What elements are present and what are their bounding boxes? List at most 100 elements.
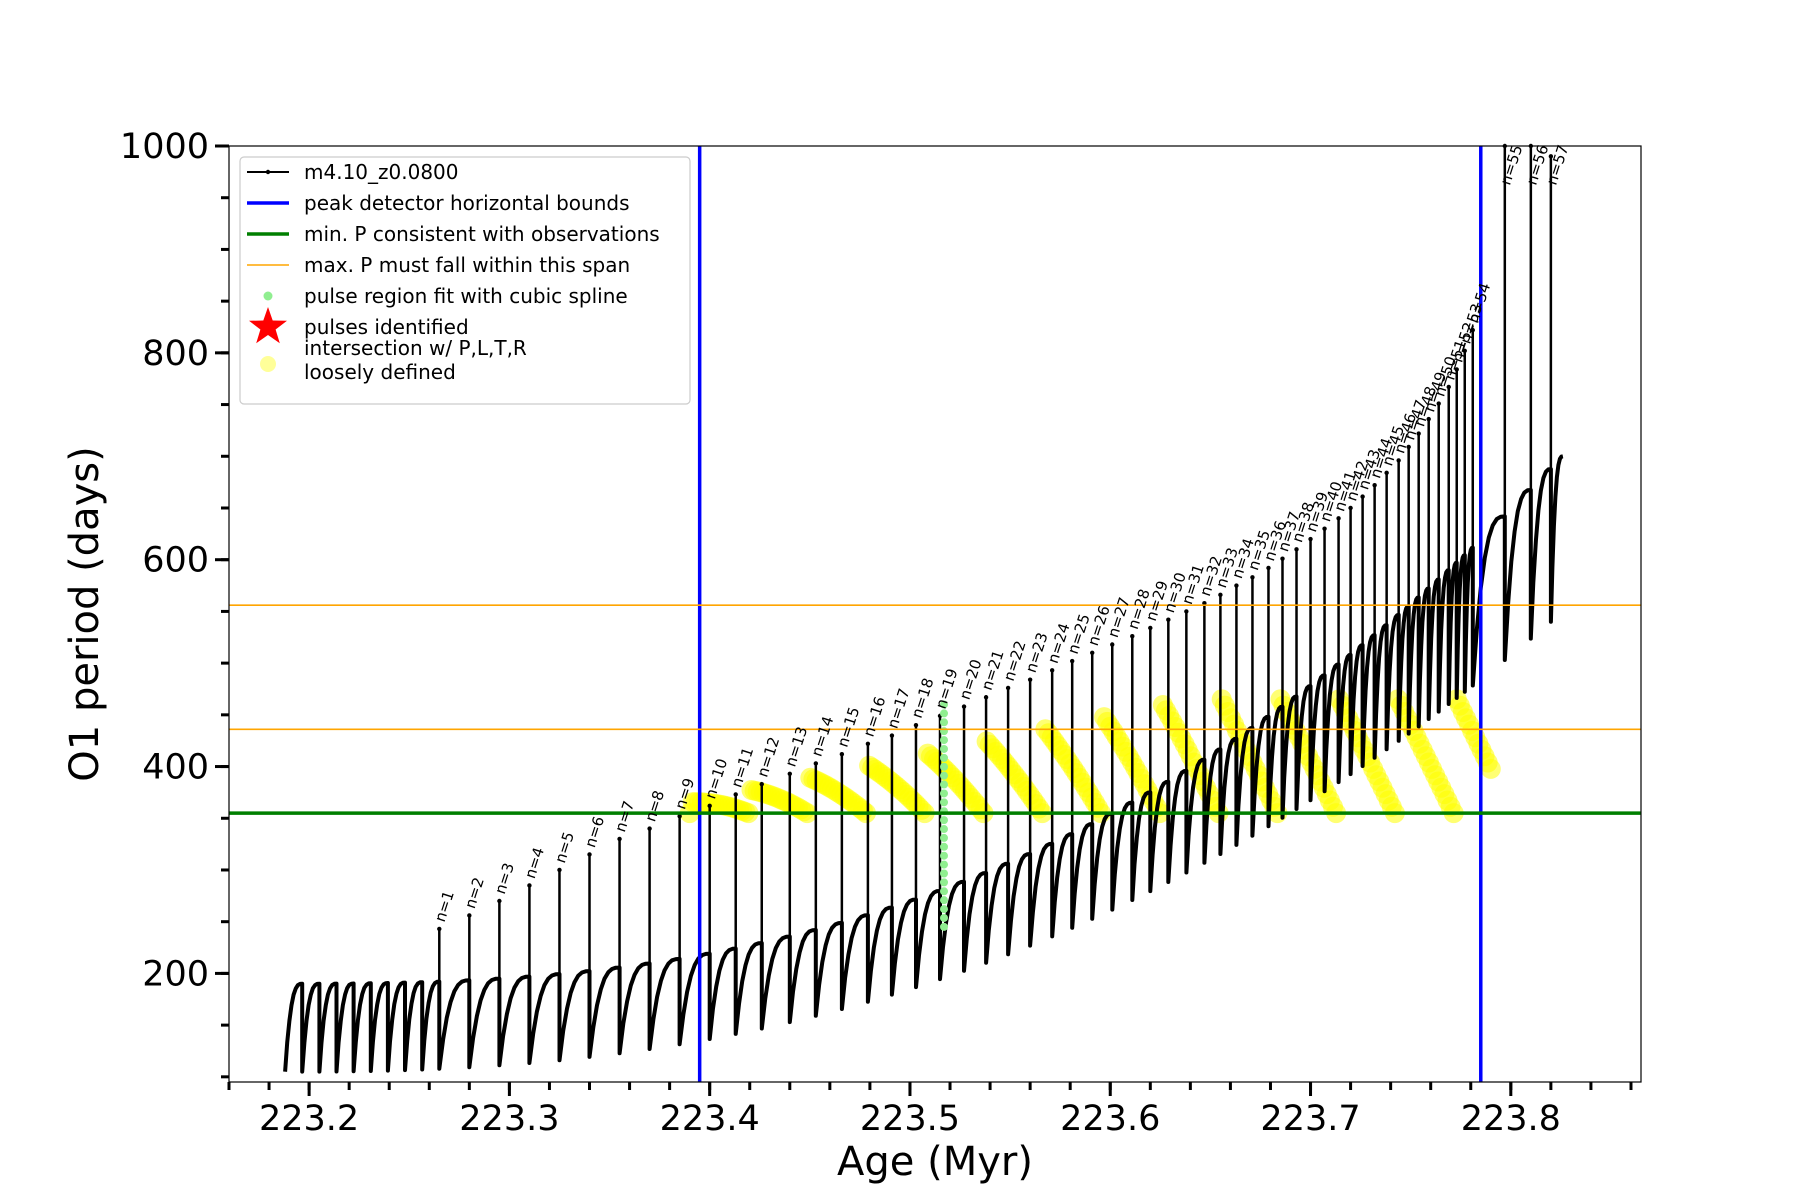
pulse-peak-marker bbox=[1184, 609, 1189, 614]
legend-label: pulse region fit with cubic spline bbox=[304, 284, 628, 308]
legend-label: pulses identified bbox=[304, 315, 469, 339]
spline-point bbox=[940, 842, 949, 851]
legend-label: peak detector horizontal bounds bbox=[304, 191, 630, 215]
pulse-peak-marker bbox=[1372, 483, 1377, 488]
pulse-peak-marker bbox=[961, 704, 967, 709]
pulse-peak-marker bbox=[1294, 547, 1299, 552]
pulse-peak-marker bbox=[437, 926, 442, 932]
y-tick-label: 600 bbox=[142, 541, 209, 581]
spline-point bbox=[940, 798, 949, 807]
spline-point bbox=[940, 727, 949, 736]
spline-point bbox=[940, 744, 949, 753]
x-tick-label: 223.7 bbox=[1260, 1099, 1360, 1139]
pulse-peak-marker bbox=[1446, 384, 1451, 390]
intersection-point bbox=[1480, 758, 1501, 779]
legend-box bbox=[239, 156, 691, 405]
pulse-peak-marker bbox=[677, 813, 682, 819]
reference-lines bbox=[229, 146, 1641, 1082]
pulse-peak-marker bbox=[1416, 431, 1421, 436]
pulse-spikes bbox=[437, 143, 1554, 1069]
pulse-peak-marker bbox=[1462, 348, 1467, 353]
pulse-peak-marker bbox=[787, 771, 792, 776]
pulse-peak-marker bbox=[813, 761, 819, 766]
y-tick-label: 400 bbox=[142, 748, 209, 788]
x-axis-label: Age (Myr) bbox=[837, 1139, 1033, 1185]
x-tick-label: 223.8 bbox=[1461, 1099, 1561, 1139]
pulse-peak-marker bbox=[1005, 685, 1011, 691]
spline-point bbox=[940, 896, 949, 905]
axes: 223.2 223.3 223.4 223.5 223.6 223.7 223.8 200 40… bbox=[120, 127, 1633, 1139]
pulse-peak-marker bbox=[1436, 401, 1441, 406]
legend-handle-dot bbox=[260, 356, 276, 372]
spline-point bbox=[940, 913, 949, 922]
pulse-peak-marker bbox=[1348, 505, 1353, 511]
spline-point bbox=[940, 833, 949, 842]
pulse-peak-marker bbox=[889, 733, 895, 738]
pulse-peak-marker bbox=[647, 826, 652, 831]
y-tick-label: 1000 bbox=[120, 127, 209, 167]
spline-point bbox=[940, 700, 949, 709]
legend-label: m4.10_z0.0800 bbox=[304, 160, 459, 184]
pulse-peak-marker bbox=[497, 898, 502, 904]
pulse-peak-marker bbox=[913, 722, 919, 728]
spline-point bbox=[940, 771, 949, 780]
pulse-peak-marker bbox=[733, 792, 738, 797]
pulse-peak-marker bbox=[617, 836, 622, 842]
spline-point bbox=[940, 762, 949, 771]
pulse-peak-marker bbox=[1470, 327, 1475, 333]
x-tick-label: 223.5 bbox=[860, 1099, 960, 1139]
pulse-labels: n=1 n=2 n=3 n=4 n=5 n=6 n=7 n=8 n=9 n=10n=11n=12n… bbox=[431, 143, 1572, 925]
spline-point bbox=[940, 789, 949, 798]
spline-point bbox=[940, 869, 949, 878]
spline-point bbox=[940, 851, 949, 860]
pulse-peak-marker bbox=[1049, 668, 1055, 673]
pulse-peak-marker bbox=[1166, 617, 1171, 622]
x-tick-label: 223.4 bbox=[660, 1099, 760, 1139]
pulse-peak-marker bbox=[557, 867, 562, 873]
spline-fit-points bbox=[940, 700, 949, 931]
star-icon bbox=[249, 307, 287, 344]
pulse-peak-marker bbox=[1090, 650, 1095, 655]
legend-label: max. P must fall within this span bbox=[304, 253, 630, 277]
pulse-peak-marker bbox=[1202, 600, 1207, 606]
pulse-peak-marker bbox=[1280, 556, 1285, 561]
spline-point bbox=[940, 860, 949, 869]
spline-point bbox=[940, 922, 949, 931]
legend-label-line2: loosely defined bbox=[304, 360, 456, 384]
pulse-peak-marker bbox=[1266, 565, 1271, 571]
x-tick-label: 223.2 bbox=[259, 1099, 359, 1139]
spline-point bbox=[940, 736, 949, 745]
pulse-peak-marker bbox=[1322, 526, 1327, 531]
legend-handle-marker bbox=[265, 169, 271, 175]
pulse-peak-marker bbox=[865, 741, 871, 746]
plot-frame bbox=[228, 145, 1642, 1083]
pulse-peak-marker bbox=[587, 852, 592, 857]
pulse-peak-marker bbox=[839, 751, 845, 757]
spline-point bbox=[940, 878, 949, 887]
spline-point bbox=[940, 753, 949, 762]
series-layer bbox=[283, 143, 1564, 1074]
spline-point bbox=[940, 816, 949, 825]
spline-point bbox=[940, 780, 949, 789]
pulse-peak-marker bbox=[759, 781, 764, 787]
pulse-peak-marker bbox=[1234, 583, 1239, 588]
legend-label: intersection w/ P,L,T,R bbox=[304, 336, 527, 360]
pulse-peak-marker bbox=[1110, 642, 1115, 647]
pulse-peak-marker bbox=[707, 803, 712, 809]
pulse-peak-marker bbox=[1308, 536, 1313, 542]
spline-point bbox=[940, 718, 949, 727]
x-tick-label: 223.6 bbox=[1060, 1099, 1160, 1139]
pulse-peak-marker bbox=[527, 883, 532, 888]
pulse-peak-marker bbox=[1069, 658, 1075, 664]
spline-point bbox=[940, 825, 949, 834]
pulse-peak-marker bbox=[1027, 677, 1033, 682]
pulse-peak-marker bbox=[1454, 367, 1459, 372]
pulse-peak-marker bbox=[1130, 634, 1135, 639]
pulse-peak-marker bbox=[1426, 416, 1431, 422]
pulse-peak-marker bbox=[1360, 494, 1365, 499]
y-tick-label: 200 bbox=[142, 954, 209, 994]
pulse-peak-marker bbox=[467, 913, 472, 918]
